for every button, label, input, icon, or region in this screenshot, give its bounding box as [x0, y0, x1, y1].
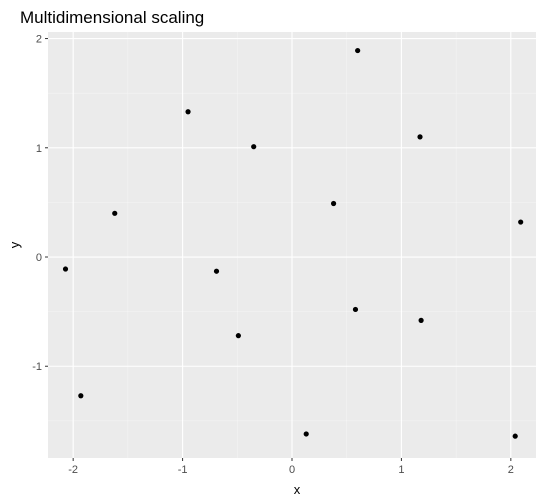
- major-gridlines: [48, 32, 536, 458]
- x-tick-label: 2: [508, 464, 514, 476]
- x-tick-label: 1: [398, 464, 404, 476]
- data-point: [352, 306, 359, 313]
- x-axis: -2 -1 0 1 2: [68, 458, 514, 476]
- data-point: [213, 268, 220, 274]
- data-point: [418, 317, 424, 323]
- data-point: [330, 200, 337, 207]
- x-tick-label: -1: [178, 464, 188, 476]
- data-points: [62, 47, 524, 439]
- data-point: [235, 333, 241, 339]
- data-point: [78, 393, 84, 399]
- data-point: [417, 134, 423, 140]
- data-point: [62, 266, 69, 272]
- data-point: [251, 144, 257, 150]
- chart-title: Multidimensional scaling: [20, 8, 204, 27]
- y-axis: -1 0 1 2: [32, 34, 48, 373]
- y-tick-label: -1: [32, 361, 42, 373]
- y-tick-label: 0: [36, 252, 42, 264]
- y-tick-label: 2: [36, 34, 42, 46]
- y-axis-title: y: [7, 241, 22, 248]
- data-point: [185, 109, 191, 115]
- data-point: [518, 219, 524, 225]
- x-axis-title: x: [294, 482, 301, 497]
- x-tick-label: 0: [289, 464, 295, 476]
- y-tick-label: 1: [36, 143, 42, 155]
- data-point: [355, 47, 361, 54]
- data-point: [303, 431, 309, 437]
- x-tick-label: -2: [68, 464, 78, 476]
- data-point: [512, 433, 518, 439]
- data-point: [112, 210, 118, 216]
